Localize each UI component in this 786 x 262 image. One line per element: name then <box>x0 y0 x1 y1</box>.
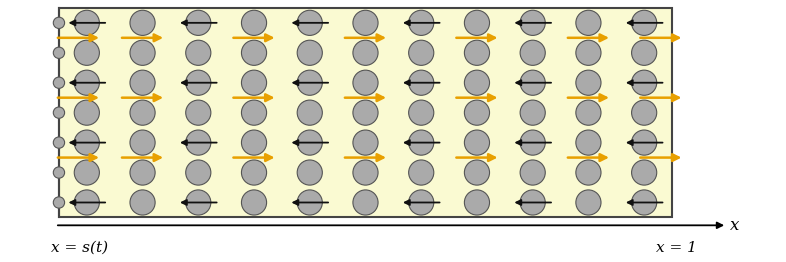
Circle shape <box>576 40 601 65</box>
Circle shape <box>185 160 211 185</box>
Circle shape <box>130 130 155 155</box>
Circle shape <box>409 70 434 95</box>
Circle shape <box>297 70 322 95</box>
Circle shape <box>465 40 490 65</box>
Circle shape <box>185 190 211 215</box>
Circle shape <box>353 100 378 125</box>
Circle shape <box>465 130 490 155</box>
Circle shape <box>409 100 434 125</box>
Circle shape <box>353 10 378 35</box>
Circle shape <box>130 190 155 215</box>
Circle shape <box>297 160 322 185</box>
Circle shape <box>74 10 99 35</box>
Circle shape <box>520 10 545 35</box>
Circle shape <box>185 10 211 35</box>
Circle shape <box>632 100 657 125</box>
Circle shape <box>353 160 378 185</box>
Circle shape <box>130 40 155 65</box>
Circle shape <box>632 70 657 95</box>
Circle shape <box>576 10 601 35</box>
Text: x = 1: x = 1 <box>656 241 697 255</box>
Circle shape <box>353 70 378 95</box>
Circle shape <box>241 190 266 215</box>
Circle shape <box>632 160 657 185</box>
Circle shape <box>241 130 266 155</box>
Circle shape <box>632 10 657 35</box>
Circle shape <box>465 190 490 215</box>
Circle shape <box>53 137 64 148</box>
Circle shape <box>520 190 545 215</box>
Circle shape <box>353 130 378 155</box>
Circle shape <box>353 190 378 215</box>
Circle shape <box>520 40 545 65</box>
Circle shape <box>576 100 601 125</box>
Circle shape <box>74 130 99 155</box>
Circle shape <box>576 70 601 95</box>
Text: x: x <box>730 217 740 234</box>
Text: x = s(t): x = s(t) <box>51 241 108 255</box>
Circle shape <box>465 100 490 125</box>
Circle shape <box>53 17 64 29</box>
Circle shape <box>409 190 434 215</box>
Circle shape <box>297 100 322 125</box>
Bar <box>59 8 672 217</box>
Circle shape <box>130 70 155 95</box>
Circle shape <box>297 130 322 155</box>
Circle shape <box>297 40 322 65</box>
Circle shape <box>74 190 99 215</box>
Circle shape <box>520 160 545 185</box>
Circle shape <box>632 40 657 65</box>
Circle shape <box>53 77 64 88</box>
Circle shape <box>520 100 545 125</box>
Circle shape <box>409 10 434 35</box>
Circle shape <box>74 70 99 95</box>
Circle shape <box>520 130 545 155</box>
Circle shape <box>297 190 322 215</box>
Circle shape <box>53 167 64 178</box>
Circle shape <box>74 40 99 65</box>
Circle shape <box>241 40 266 65</box>
Circle shape <box>465 10 490 35</box>
Circle shape <box>576 130 601 155</box>
Circle shape <box>465 70 490 95</box>
Circle shape <box>185 40 211 65</box>
Circle shape <box>409 160 434 185</box>
Circle shape <box>185 100 211 125</box>
Circle shape <box>74 160 99 185</box>
Circle shape <box>130 100 155 125</box>
Circle shape <box>130 160 155 185</box>
Circle shape <box>409 130 434 155</box>
Circle shape <box>185 130 211 155</box>
Circle shape <box>520 70 545 95</box>
Circle shape <box>409 40 434 65</box>
Circle shape <box>576 160 601 185</box>
Circle shape <box>74 100 99 125</box>
Circle shape <box>353 40 378 65</box>
Circle shape <box>53 197 64 208</box>
Circle shape <box>576 190 601 215</box>
Circle shape <box>632 130 657 155</box>
Circle shape <box>632 190 657 215</box>
Circle shape <box>241 100 266 125</box>
Circle shape <box>241 10 266 35</box>
Circle shape <box>241 160 266 185</box>
Circle shape <box>465 160 490 185</box>
Circle shape <box>241 70 266 95</box>
Circle shape <box>297 10 322 35</box>
Circle shape <box>53 107 64 118</box>
Circle shape <box>185 70 211 95</box>
Circle shape <box>130 10 155 35</box>
Circle shape <box>53 47 64 58</box>
